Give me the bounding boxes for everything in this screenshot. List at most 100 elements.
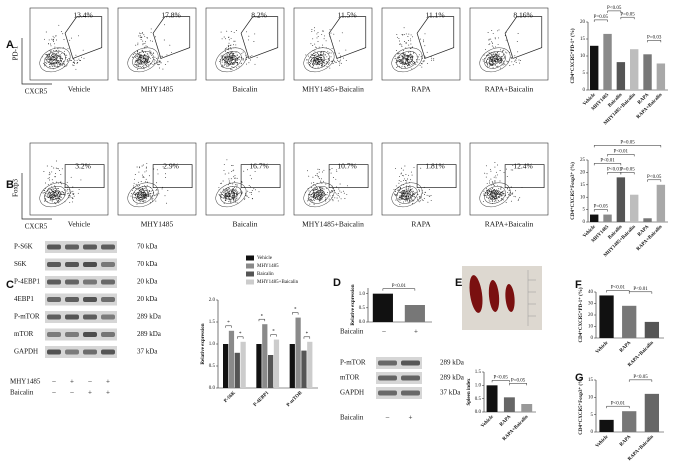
event-dot (517, 199, 519, 201)
event-dot (236, 67, 237, 69)
event-dot (137, 181, 139, 183)
event-dot (308, 55, 310, 57)
event-dot (228, 42, 230, 44)
contour (479, 47, 511, 73)
event-dot (321, 61, 323, 63)
event-dot (318, 60, 320, 62)
event-dot (143, 176, 145, 178)
event-dot (413, 200, 415, 202)
sample-label: RAPA (411, 85, 431, 94)
contour (39, 182, 71, 208)
contour (391, 47, 423, 73)
event-dot (227, 55, 229, 57)
event-dot (318, 53, 320, 55)
event-dot (241, 181, 243, 183)
event-dot (403, 53, 405, 55)
event-dot (493, 196, 494, 198)
event-dot (231, 191, 233, 193)
bar (656, 63, 666, 90)
event-dot (139, 166, 140, 168)
event-dot (401, 44, 403, 46)
event-dot (316, 192, 318, 193)
event-dot (323, 169, 325, 171)
panel-letter: C (6, 279, 14, 291)
treatment-mark: – (69, 389, 74, 397)
legend-label: MHY1485+Baicalin (257, 280, 299, 285)
event-dot (325, 63, 327, 65)
event-dot (49, 54, 50, 56)
event-dot (241, 192, 243, 194)
event-dot (503, 62, 505, 64)
event-dot (54, 176, 56, 178)
event-dot (157, 63, 158, 65)
event-dot (223, 194, 224, 196)
event-dot (47, 56, 49, 58)
event-dot (340, 59, 342, 61)
event-dot (415, 192, 417, 194)
event-dot (140, 194, 142, 196)
event-dot (408, 44, 410, 46)
event-dot (222, 188, 224, 190)
event-dot (318, 178, 320, 180)
event-dot (332, 189, 334, 191)
event-dot (410, 58, 412, 60)
event-dot (71, 191, 73, 193)
event-dot (60, 181, 62, 183)
event-dot (318, 58, 320, 60)
event-dot (49, 171, 50, 173)
bar (630, 194, 639, 222)
event-dot (520, 60, 522, 62)
event-dot (48, 63, 50, 65)
event-dot (314, 189, 316, 191)
event-dot (48, 62, 49, 63)
event-dot (406, 188, 408, 190)
event-dot (141, 62, 143, 64)
event-dot (331, 48, 333, 50)
event-dot (402, 190, 404, 192)
event-dot (312, 66, 314, 68)
event-dot (51, 199, 53, 201)
event-dot (502, 55, 504, 57)
event-dot (141, 60, 142, 62)
event-dot (332, 199, 334, 200)
event-dot (140, 189, 142, 191)
bar (521, 404, 533, 412)
event-dot (255, 189, 256, 191)
y-tick-label: 20 (588, 313, 594, 318)
event-dot (396, 66, 398, 68)
event-dot (497, 56, 499, 58)
event-dot (494, 166, 496, 168)
event-dot (409, 186, 411, 188)
y-tick-label: 0.5 (475, 397, 482, 402)
band (47, 349, 61, 355)
band (378, 390, 397, 396)
event-dot (400, 63, 402, 64)
significance-bracket (382, 288, 416, 291)
event-dot (431, 59, 433, 61)
event-dot (253, 188, 255, 190)
event-dot (54, 46, 56, 48)
event-dot (54, 195, 56, 197)
event-dot (226, 53, 228, 55)
x-tick-label: RAPA (499, 414, 512, 427)
event-dot (516, 41, 518, 43)
event-dot (339, 55, 341, 57)
event-dot (491, 58, 493, 60)
event-dot (311, 187, 313, 188)
event-dot (156, 182, 158, 184)
event-dot (408, 199, 410, 201)
event-dot (400, 180, 402, 182)
event-dot (140, 200, 142, 202)
event-dot (58, 49, 60, 51)
contour (44, 185, 66, 204)
event-dot (44, 200, 45, 202)
event-dot (68, 197, 70, 199)
event-dot (230, 62, 232, 64)
event-dot (233, 40, 235, 42)
event-dot (55, 195, 57, 196)
event-dot (230, 68, 232, 70)
event-dot (228, 178, 230, 180)
event-dot (225, 194, 227, 196)
event-dot (402, 60, 404, 62)
